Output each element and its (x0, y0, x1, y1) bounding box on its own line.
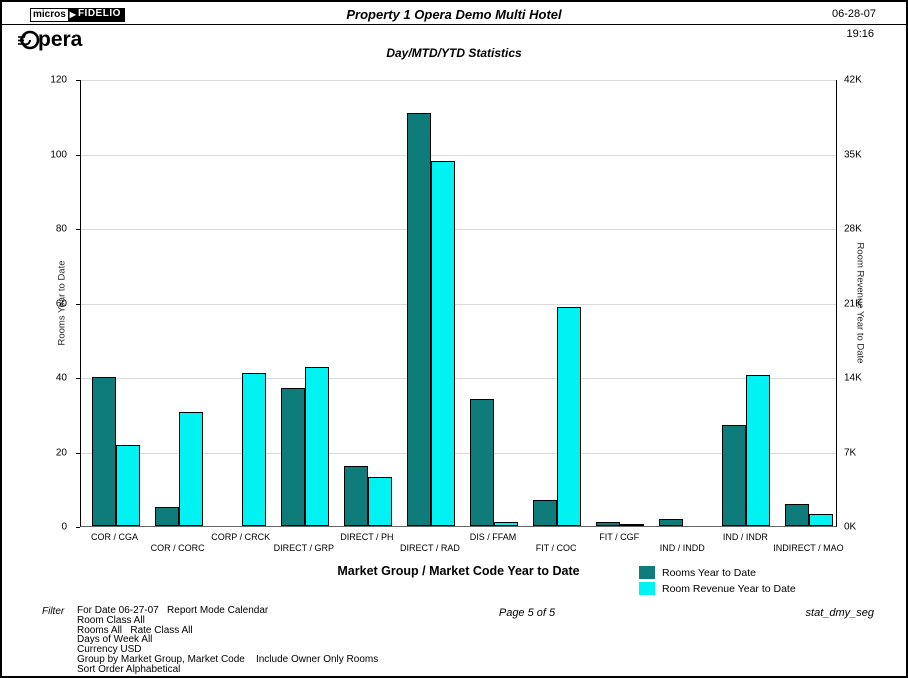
bar-revenue (809, 514, 834, 526)
tick-mark (76, 229, 80, 230)
x-category-label: COR / CGA (91, 532, 139, 542)
filter-line: For Date 06-27-07 Report Mode Calendar (77, 605, 269, 616)
bar-revenue (746, 374, 771, 526)
page-title: Property 1 Opera Demo Multi Hotel (346, 7, 562, 22)
x-category-label: IND / INDD (659, 543, 705, 553)
left-tick-label: 120 (50, 74, 67, 86)
opera-o-icon (18, 30, 40, 50)
tick-mark (76, 527, 80, 528)
gridline (81, 229, 836, 230)
filter-line: Days of Week All (77, 634, 153, 646)
micros-fidelio-logo: micros ▶ FIDELIO (30, 8, 125, 22)
bar-revenue (115, 445, 140, 526)
bar-revenue (304, 367, 329, 526)
legend-label: Room Revenue Year to Date (662, 582, 796, 595)
left-tick-label: 100 (50, 149, 67, 160)
report-date: 06-28-07 (831, 8, 876, 20)
gridline (81, 80, 836, 81)
bar-rooms (470, 399, 495, 526)
gridline (81, 452, 836, 454)
bar-rooms (406, 112, 431, 526)
header-divider (2, 24, 906, 25)
x-axis-title: Market Group / Market Code Year to Date (337, 564, 580, 578)
bar-rooms (659, 518, 684, 526)
left-tick-label: 40 (55, 372, 67, 384)
tick-mark (76, 154, 80, 156)
right-tick-label: 7K (844, 447, 857, 458)
filter-line: Rooms All Rate Class All (77, 624, 193, 636)
bar-revenue (241, 372, 266, 526)
x-category-label: DIRECT / GRP (273, 543, 334, 553)
filter-line: Group by Market Group, Market Code Inclu… (77, 653, 379, 665)
x-category-label: FIT / COC (535, 543, 577, 553)
x-category-label: COR / CORC (150, 543, 205, 553)
bar-rooms (154, 507, 179, 526)
x-category-label: IND / INDR (722, 532, 768, 542)
bar-revenue (494, 521, 519, 526)
x-category-label: DIRECT / PH (340, 532, 394, 542)
micros-logo-text: micros (30, 8, 69, 22)
bar-rooms (596, 522, 621, 526)
right-tick-label: 0K (844, 521, 857, 533)
report-time: 19:16 (846, 28, 874, 40)
x-category-label: CORP / CRCK (211, 532, 271, 542)
right-tick-label: 21K (844, 298, 862, 309)
left-tick-label: 20 (55, 447, 67, 458)
right-tick-label: 14K (844, 372, 862, 384)
legend-item: Rooms Year to Date (639, 566, 796, 579)
bar-rooms (280, 388, 305, 526)
bar-revenue (178, 412, 203, 526)
filter-label: Filter (42, 606, 65, 617)
bar-revenue (620, 524, 645, 526)
filter-line: Sort Order Alphabetical (77, 663, 181, 675)
page-number: Page 5 of 5 (498, 607, 556, 619)
x-category-label: INDIRECT / MAO (773, 543, 844, 553)
x-axis-labels: COR / CGA COR / CORC CORP / CRCK DIRECT / G… (80, 528, 844, 556)
right-tick-label: 28K (844, 223, 862, 235)
x-category-label: DIRECT / RAD (400, 543, 460, 553)
left-tick-label: 80 (55, 223, 67, 235)
right-tick-label: 35K (844, 149, 862, 160)
bar-revenue (557, 306, 582, 526)
bar-rooms (533, 499, 558, 526)
legend-item: Room Revenue Year to Date (639, 582, 796, 595)
filter-line: Room Class All (77, 614, 145, 626)
left-tick-label: 0 (61, 521, 67, 533)
chart-title: Day/MTD/YTD Statistics (386, 46, 522, 60)
filter-lines: For Date 06-27-07 Report Mode Calendar Ro… (77, 606, 378, 675)
legend-swatch (639, 566, 655, 579)
x-category-label: FIT / CGF (599, 532, 640, 542)
tick-mark (76, 303, 80, 305)
fidelio-logo-text: FIDELIO (76, 8, 125, 22)
left-tick-label: 60 (55, 298, 67, 309)
opera-logo: pera (18, 28, 82, 52)
filter-line: Currency USD (77, 644, 142, 656)
tick-mark (76, 80, 80, 81)
bar-rooms (722, 425, 747, 526)
bar-revenue (430, 160, 455, 526)
legend-swatch (639, 582, 655, 595)
tick-mark (76, 452, 80, 454)
opera-logo-text: pera (38, 28, 83, 51)
report-id: stat_dmy_seg (805, 607, 874, 619)
gridline (81, 154, 836, 156)
gridline (81, 303, 836, 305)
logo-arrow-icon: ▶ (68, 8, 77, 22)
x-category-label: DIS / FFAM (469, 532, 517, 542)
tick-mark (76, 378, 80, 379)
gridline (81, 378, 836, 379)
plot-area (80, 80, 837, 527)
bar-rooms (91, 377, 116, 526)
bar-rooms (785, 503, 810, 526)
bar-revenue (367, 477, 392, 526)
legend-label: Rooms Year to Date (662, 566, 756, 579)
chart-legend: Rooms Year to Date Room Revenue Year to D… (639, 566, 796, 598)
bar-rooms (343, 466, 368, 526)
right-tick-label: 42K (844, 74, 862, 86)
